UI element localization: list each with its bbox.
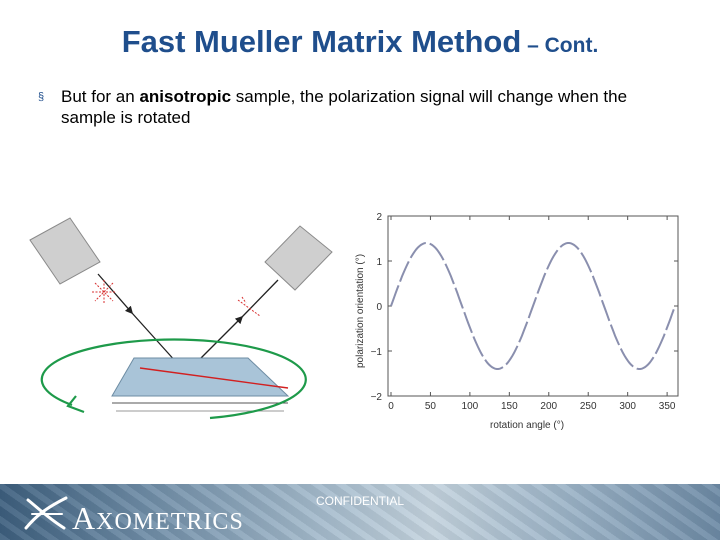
unpolarized-light-icon (92, 280, 116, 304)
sample (111, 357, 290, 397)
bullet-text-before: But for an (61, 87, 140, 106)
x-tick-label: 100 (462, 401, 479, 412)
x-tick-label: 350 (659, 401, 676, 412)
slide-title-suffix: – Cont. (521, 34, 599, 57)
slide-title: Fast Mueller Matrix Method – Cont. (0, 24, 720, 60)
polarization-chart: 0 50 100 150 200 250 300 350 2 1 0 −1 −2 rotation an… (355, 212, 679, 431)
footer-banner: AXOMETRICS CONFIDENTIAL (0, 484, 720, 540)
y-axis-label: polarization orientation (°) (355, 254, 366, 368)
x-tick-label: 150 (501, 401, 518, 412)
rotation-arrow-icon (40, 338, 307, 420)
x-tick-label: 250 (580, 401, 597, 412)
axometrics-logo-icon (24, 496, 68, 530)
y-tick-label: 2 (376, 212, 382, 223)
light-source-box (29, 217, 101, 285)
bullet-text: But for an anisotropic sample, the polar… (61, 86, 661, 128)
y-tick-label: 1 (376, 257, 382, 268)
y-tick-label: −2 (371, 392, 383, 403)
x-tick-label: 50 (425, 401, 437, 412)
x-axis-label: rotation angle (°) (490, 420, 564, 431)
series-line (390, 242, 676, 370)
bullet-marker: § (38, 91, 45, 103)
x-tick-label: 300 (619, 401, 636, 412)
y-tick-label: 0 (376, 302, 382, 313)
confidential-label: CONFIDENTIAL (315, 494, 404, 508)
measurement-diagram (29, 217, 333, 420)
reflected-beam-upper (241, 279, 279, 318)
axometrics-logo-text: AXOMETRICS (72, 500, 244, 536)
x-tick-label: 0 (388, 401, 394, 412)
footer-texture (0, 484, 720, 540)
slide-title-main: Fast Mueller Matrix Method (121, 24, 522, 59)
x-tick-label: 200 (540, 401, 557, 412)
bullet-emphasis: anisotropic (139, 87, 232, 106)
bullet-text-after: sample, the polarization signal will cha… (61, 87, 628, 127)
y-tick-label: −1 (371, 347, 383, 358)
polarized-light-icon (237, 296, 261, 317)
detector-box (264, 225, 333, 291)
sample-optic-axis (139, 367, 289, 389)
